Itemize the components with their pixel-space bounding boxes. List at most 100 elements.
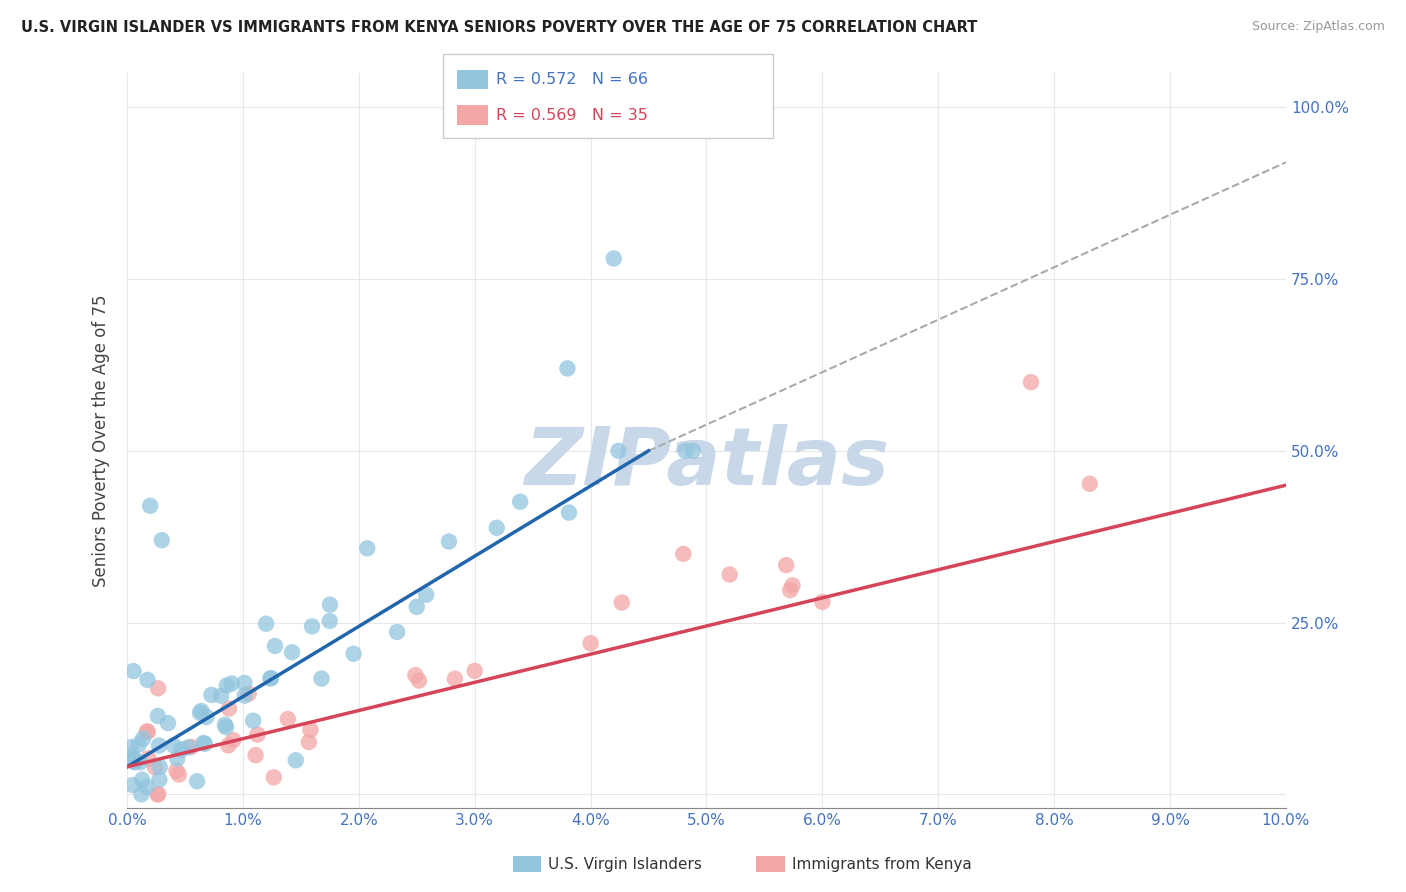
Point	[319, 614, 342, 628]
Point	[277, 712, 299, 726]
Point	[218, 701, 240, 715]
Point	[136, 724, 159, 739]
Point	[163, 739, 186, 753]
Point	[558, 506, 581, 520]
Point	[603, 252, 626, 266]
Point	[298, 735, 321, 749]
Point	[121, 748, 143, 763]
Point	[128, 738, 150, 752]
Point	[775, 558, 797, 573]
Point	[120, 740, 142, 755]
Point	[444, 672, 467, 686]
Point	[607, 443, 630, 458]
Point	[264, 639, 287, 653]
Point	[260, 671, 283, 685]
Point	[157, 716, 180, 731]
Point	[281, 645, 304, 659]
Text: U.S. VIRGIN ISLANDER VS IMMIGRANTS FROM KENYA SENIORS POVERTY OVER THE AGE OF 75: U.S. VIRGIN ISLANDER VS IMMIGRANTS FROM …	[21, 20, 977, 35]
Point	[782, 578, 804, 592]
Point	[509, 494, 531, 508]
Point	[148, 739, 170, 753]
Point	[215, 678, 238, 692]
Point	[149, 760, 172, 774]
Point	[131, 772, 153, 787]
Point	[673, 443, 696, 458]
Point	[193, 736, 215, 750]
Point	[170, 742, 193, 756]
Point	[190, 704, 212, 718]
Point	[779, 583, 801, 598]
Point	[146, 788, 169, 802]
Point	[408, 673, 430, 688]
Point	[132, 731, 155, 746]
Point	[139, 499, 162, 513]
Point	[242, 714, 264, 728]
Point	[129, 756, 152, 770]
Point	[200, 688, 222, 702]
Point	[146, 788, 169, 802]
Point	[672, 547, 695, 561]
Point	[180, 739, 202, 754]
Text: R = 0.569   N = 35: R = 0.569 N = 35	[496, 108, 648, 122]
Point	[188, 706, 211, 720]
Point	[215, 720, 238, 734]
Point	[138, 751, 160, 765]
Point	[122, 752, 145, 766]
Text: U.S. Virgin Islanders: U.S. Virgin Islanders	[548, 857, 702, 871]
Point	[136, 673, 159, 687]
Point	[233, 689, 256, 703]
Point	[263, 770, 285, 784]
Point	[186, 774, 208, 789]
Point	[238, 687, 260, 701]
Point	[245, 748, 267, 763]
Point	[121, 778, 143, 792]
Point	[405, 599, 427, 614]
Point	[259, 672, 281, 686]
Point	[718, 567, 741, 582]
Point	[1019, 375, 1042, 389]
Point	[233, 676, 256, 690]
Point	[195, 710, 218, 724]
Text: Source: ZipAtlas.com: Source: ZipAtlas.com	[1251, 20, 1385, 33]
Text: R = 0.572   N = 66: R = 0.572 N = 66	[496, 72, 648, 87]
Point	[166, 752, 188, 766]
Point	[194, 737, 217, 751]
Point	[284, 753, 307, 767]
Point	[415, 588, 437, 602]
Point	[404, 668, 426, 682]
Point	[311, 672, 333, 686]
Point	[385, 624, 408, 639]
Point	[464, 664, 486, 678]
Point	[214, 718, 236, 732]
Text: ZIPatlas: ZIPatlas	[524, 424, 889, 501]
Text: Immigrants from Kenya: Immigrants from Kenya	[792, 857, 972, 871]
Point	[131, 788, 153, 802]
Point	[124, 756, 146, 770]
Point	[150, 533, 173, 548]
Y-axis label: Seniors Poverty Over the Age of 75: Seniors Poverty Over the Age of 75	[93, 294, 110, 587]
Point	[610, 595, 633, 609]
Point	[217, 739, 239, 753]
Point	[222, 733, 245, 747]
Point	[143, 760, 166, 774]
Point	[122, 664, 145, 678]
Point	[356, 541, 378, 556]
Point	[167, 767, 190, 781]
Point	[437, 534, 460, 549]
Point	[811, 595, 834, 609]
Point	[135, 780, 157, 794]
Point	[148, 772, 170, 787]
Point	[246, 727, 269, 741]
Point	[165, 764, 187, 778]
Point	[209, 689, 232, 703]
Point	[177, 740, 200, 755]
Point	[557, 361, 579, 376]
Point	[485, 521, 508, 535]
Point	[135, 724, 157, 739]
Point	[682, 443, 704, 458]
Point	[121, 750, 143, 764]
Point	[146, 681, 169, 696]
Point	[221, 676, 243, 690]
Point	[146, 709, 169, 723]
Point	[342, 647, 364, 661]
